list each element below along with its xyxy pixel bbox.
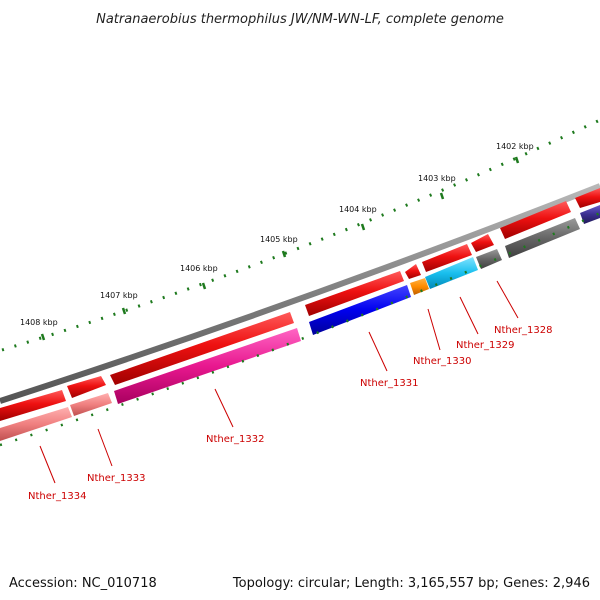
gene-labels: Nther_1328 Nther_1329 Nther_1330 Nther_1… <box>28 325 552 502</box>
gene-block-nther-1330[interactable] <box>410 278 429 295</box>
gene-label-nther-1332[interactable]: Nther_1332 <box>206 434 264 445</box>
gene-feature-forward[interactable] <box>405 264 421 279</box>
gene-feature-forward[interactable] <box>471 234 494 252</box>
kbp-label-1407: 1407 kbp <box>100 291 138 300</box>
gene-label-nther-1328[interactable]: Nther_1328 <box>494 325 552 336</box>
kbp-label-1406: 1406 kbp <box>180 264 218 273</box>
gene-label-nther-1334[interactable]: Nther_1334 <box>28 491 86 502</box>
callout-nther-1331 <box>368 331 388 372</box>
gene-feature-forward[interactable] <box>110 312 294 385</box>
callout-nther-1328 <box>496 280 519 319</box>
kbp-label-1404: 1404 kbp <box>339 205 377 214</box>
callout-nther-1334 <box>39 445 56 484</box>
gene-label-nther-1329[interactable]: Nther_1329 <box>456 340 514 351</box>
gene-block-nther-1334[interactable] <box>0 407 72 441</box>
kbp-label-1408: 1408 kbp <box>20 318 58 327</box>
kbp-label-1402: 1402 kbp <box>496 142 534 151</box>
gene-block-nther-1333[interactable] <box>70 393 112 416</box>
forward-strand-genes <box>0 188 600 421</box>
gene-block-gray[interactable] <box>505 218 580 258</box>
gene-label-nther-1330[interactable]: Nther_1330 <box>413 356 471 367</box>
callout-nther-1332 <box>214 388 234 428</box>
callout-nther-1330 <box>427 308 441 351</box>
gene-feature-forward[interactable] <box>500 201 571 239</box>
genome-backbone <box>0 183 600 404</box>
kbp-major-ticks <box>40 156 520 341</box>
gene-block-nther-1331[interactable] <box>309 285 411 335</box>
kbp-labels: 1402 kbp 1403 kbp 1404 kbp 1405 kbp 1406… <box>20 142 534 327</box>
gene-feature-forward[interactable] <box>422 244 472 272</box>
gene-feature-forward[interactable] <box>0 390 66 421</box>
gene-label-nther-1333[interactable]: Nther_1333 <box>87 473 145 484</box>
gene-block-nther-1332[interactable] <box>114 328 301 404</box>
accession-text: Accession: NC_010718 <box>9 576 157 591</box>
gene-feature-forward[interactable] <box>67 376 106 398</box>
callout-nther-1333 <box>97 428 113 467</box>
callout-nther-1329 <box>459 296 479 335</box>
gene-block-nther-1328[interactable] <box>476 249 502 269</box>
genome-summary-text: Topology: circular; Length: 3,165,557 bp… <box>232 576 590 591</box>
map-title: Natranaerobius thermophilus JW/NM-WN-LF,… <box>96 12 504 27</box>
gene-block-nther-1329[interactable] <box>425 257 478 289</box>
gene-label-nther-1331[interactable]: Nther_1331 <box>360 378 418 389</box>
gene-callouts <box>39 280 519 484</box>
gene-feature-forward[interactable] <box>305 271 404 316</box>
gene-feature-forward[interactable] <box>575 188 600 208</box>
kbp-label-1403: 1403 kbp <box>418 174 456 183</box>
gene-function-track <box>0 218 580 441</box>
gene-feature-forward[interactable] <box>580 205 600 224</box>
kbp-label-1405: 1405 kbp <box>260 235 298 244</box>
